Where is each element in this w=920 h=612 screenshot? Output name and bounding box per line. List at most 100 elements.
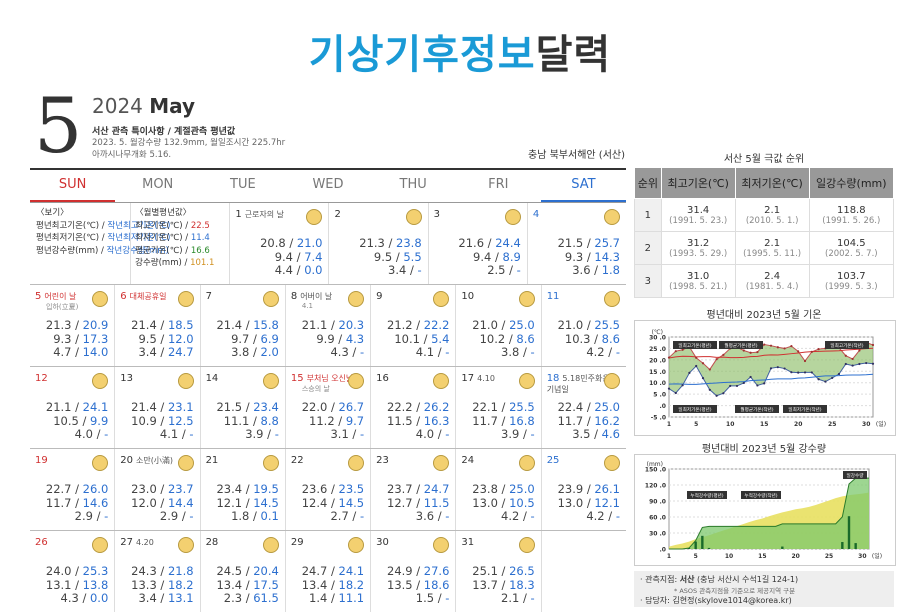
value-line: 9.3 / 17.3 — [34, 333, 108, 347]
x-axis-label: (일) — [872, 552, 882, 560]
value-line: 4.2 / - — [546, 510, 620, 524]
data-point-min — [818, 378, 820, 380]
weekday-sat: SAT — [541, 170, 626, 202]
value-line: 10.1 / 5.4 — [375, 333, 449, 347]
data-point-min — [702, 377, 704, 379]
value-sep: / — [157, 332, 168, 346]
normal-value: 3.6 — [572, 263, 590, 277]
normal-value: 11.7 — [472, 414, 498, 428]
last-year-value: 26.1 — [594, 482, 620, 496]
value-line: 3.6 / - — [375, 510, 449, 524]
value-line: 9.3 / 14.3 — [532, 251, 620, 265]
day-number-text: 29 — [291, 537, 304, 548]
value-line: 9.4 / 8.9 — [433, 251, 521, 265]
monthly-value: 101.1 — [190, 258, 214, 268]
value-line: 21.0 / 25.0 — [460, 319, 534, 333]
day-label: 어린이 날 — [44, 292, 76, 301]
last-year-value: 0.1 — [261, 509, 279, 523]
day-sublabel: 4.1 — [302, 302, 313, 310]
day-label: 대체공휴일 — [130, 292, 167, 301]
value-line: 3.9 / - — [205, 428, 279, 442]
last-year-value: - — [104, 427, 108, 441]
data-point-min — [675, 392, 677, 394]
day-number: 7 — [206, 291, 212, 302]
last-year-value: 25.5 — [594, 318, 620, 332]
legend-key: 평년최고기온(℃) / — [36, 221, 107, 231]
day-number: 19 — [35, 455, 48, 466]
data-point-min — [790, 371, 792, 373]
last-year-value: 25.0 — [594, 400, 620, 414]
value-line: 24.7 / 24.1 — [290, 565, 364, 579]
y-tick-label: .0 — [660, 403, 666, 410]
observation-note-bloom: 아까시나무개화 5.16. — [92, 148, 171, 160]
rank-value: 31.2(1993. 5. 29.) — [661, 232, 735, 265]
day-number-text: 1 — [235, 209, 241, 220]
value-sep: / — [498, 482, 509, 496]
rank-date: (1991. 5. 23.) — [663, 216, 734, 226]
weekday-mon: MON — [115, 170, 200, 202]
data-point-min — [845, 363, 847, 365]
normal-value: 4.4 — [275, 263, 293, 277]
x-tick-label: 15 — [760, 421, 768, 428]
day-number-text: 16 — [376, 373, 389, 384]
value-sep: / — [249, 345, 260, 359]
last-year-value: 25.0 — [509, 482, 535, 496]
monthly-key: 평균기온(℃) / — [135, 246, 191, 256]
day-number: 23 — [376, 455, 389, 466]
normal-value: 2.1 — [501, 591, 519, 605]
value-sep: / — [157, 345, 168, 359]
value-line: 3.4 / 13.1 — [119, 592, 193, 606]
value-sep: / — [434, 345, 445, 359]
normal-value: 13.3 — [131, 578, 157, 592]
daily-precip-bar — [701, 536, 703, 549]
day-number: 22 — [291, 455, 304, 466]
moon-phase-icon — [263, 455, 279, 471]
last-year-value: 24.4 — [495, 236, 521, 250]
value-sep: / — [590, 332, 601, 346]
value-line: 4.1 / - — [119, 428, 193, 442]
day-number: 9 — [376, 291, 382, 302]
data-point-min — [858, 363, 860, 365]
last-year-value: - — [445, 509, 449, 523]
value-line: 3.6 / 1.8 — [532, 264, 620, 278]
moon-phase-icon — [178, 455, 194, 471]
value-sep: / — [491, 250, 502, 264]
value-sep: / — [498, 564, 509, 578]
value-sep: / — [327, 564, 338, 578]
value-line: 2.7 / - — [290, 510, 364, 524]
normal-value: 3.1 — [330, 427, 348, 441]
last-year-value: - — [531, 427, 535, 441]
normal-value: 24.0 — [46, 564, 72, 578]
normal-value: 9.7 — [231, 332, 249, 346]
normal-value: 9.4 — [275, 250, 293, 264]
last-year-value: 24.7 — [168, 345, 194, 359]
rank-number: 3 — [635, 265, 662, 298]
data-point-min — [736, 385, 738, 387]
x-tick-label: 20 — [794, 421, 802, 428]
normal-value: 3.6 — [416, 509, 434, 523]
day-number: 16 — [376, 373, 389, 384]
value-sep: / — [242, 482, 253, 496]
normal-value: 24.5 — [216, 564, 242, 578]
weekday-tue: TUE — [200, 170, 285, 202]
last-year-value: - — [189, 427, 193, 441]
value-line: 1.8 / 0.1 — [205, 510, 279, 524]
normal-value: 10.1 — [394, 332, 420, 346]
y-tick-label: 10 .0 — [649, 380, 666, 387]
value-line: 21.6 / 24.4 — [433, 237, 521, 251]
legend-key: 평년최저기온(℃) / — [36, 233, 107, 243]
